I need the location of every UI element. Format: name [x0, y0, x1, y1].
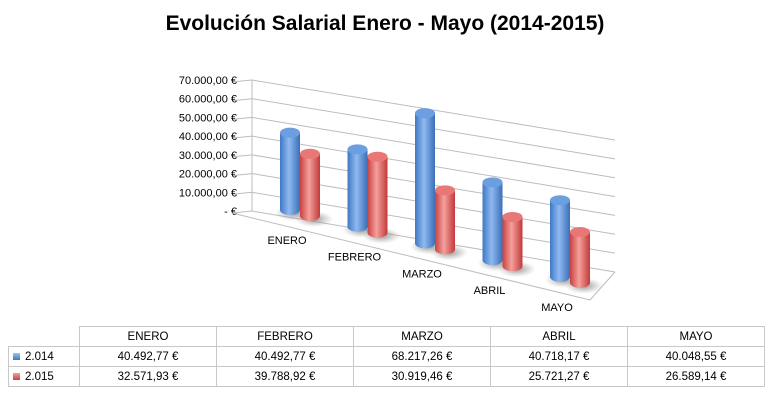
data-table: ENERO FEBRERO MARZO ABRIL MAYO 2.014 40.…	[8, 326, 765, 387]
bar-2.015-mayo	[570, 232, 590, 288]
bar-top-2.015-marzo	[435, 185, 455, 196]
table-cell: 26.589,14 €	[627, 366, 765, 387]
bar-top-2.014-marzo	[415, 108, 435, 119]
bar-2.015-marzo	[435, 190, 455, 255]
chart-plot: - € 10.000,00 € 20.000,00 € 30.000,00 € 40.0…	[179, 75, 616, 314]
legend-label: 2.014	[25, 350, 54, 363]
side-wall-gridline	[231, 210, 253, 214]
side-wall-gridline	[231, 135, 253, 139]
table-cell: 40.492,77 €	[79, 346, 217, 367]
y-tick-label: 50.000,00 €	[179, 112, 237, 124]
bar-2.015-febrero	[367, 156, 388, 238]
side-wall-gridline	[231, 116, 253, 120]
bar-top-2.014-abril	[482, 177, 503, 188]
side-wall-gridline	[231, 79, 253, 83]
table-corner	[8, 326, 80, 347]
table-cell: 30.919,46 €	[353, 366, 491, 387]
y-tick-label: 40.000,00 €	[179, 131, 237, 143]
x-tick-label: MAYO	[541, 302, 573, 314]
x-tick-label: FEBRERO	[328, 252, 382, 264]
table-header: MARZO	[353, 326, 491, 347]
x-tick-label: MARZO	[402, 268, 442, 280]
bar-2.014-enero	[280, 132, 300, 215]
side-wall-gridline	[231, 191, 253, 195]
legend-swatch-icon	[13, 372, 20, 380]
x-tick-label: ENERO	[267, 235, 307, 247]
x-tick-label: ABRIL	[474, 285, 506, 297]
table-cell: 40.492,77 €	[216, 346, 354, 367]
table-header: ENERO	[79, 326, 217, 347]
side-wall-gridline	[231, 173, 253, 177]
legend-label: 2.015	[25, 370, 54, 383]
table-cell: 25.721,27 €	[490, 366, 628, 387]
y-tick-label: 20.000,00 €	[179, 169, 237, 181]
bar-2.014-mayo	[550, 200, 570, 282]
table-cell: 40.048,55 €	[627, 346, 765, 367]
bar-2.014-febrero	[347, 149, 368, 232]
y-tick-label: 70.000,00 €	[179, 75, 237, 87]
bar-2.014-abril	[482, 182, 503, 266]
bar-top-2.014-febrero	[347, 144, 368, 155]
side-wall-gridline	[231, 154, 253, 158]
bar-top-2.015-abril	[502, 211, 523, 222]
table-cell: 32.571,93 €	[79, 366, 217, 387]
floor-front-edge	[231, 212, 591, 301]
y-tick-label: 30.000,00 €	[179, 150, 237, 162]
chart-title: Evolución Salarial Enero - Mayo (2014-20…	[165, 12, 605, 35]
y-tick-label: - €	[224, 206, 237, 218]
bar-top-2.014-enero	[280, 127, 300, 138]
bar-top-2.015-febrero	[367, 151, 388, 162]
table-cell: 39.788,92 €	[216, 366, 354, 387]
table-header: ABRIL	[490, 326, 628, 347]
table-row: 2.015 32.571,93 € 39.788,92 € 30.919,46 …	[8, 366, 765, 387]
bar-top-2.015-enero	[300, 148, 320, 159]
table-cell: 68.217,26 €	[353, 346, 491, 367]
bar-top-2.014-mayo	[550, 195, 570, 206]
legend-entry-2014: 2.014	[8, 346, 80, 367]
bar-2.015-enero	[300, 153, 320, 221]
legend-swatch-icon	[13, 352, 20, 360]
gridline	[251, 79, 616, 141]
y-tick-label: 60.000,00 €	[179, 94, 237, 106]
bar-2.014-marzo	[415, 113, 435, 249]
side-wall-gridline	[231, 98, 253, 102]
table-header: FEBRERO	[216, 326, 354, 347]
bar-2.015-abril	[502, 216, 523, 272]
table-row: 2.014 40.492,77 € 40.492,77 € 68.217,26 …	[8, 346, 765, 367]
table-header: MAYO	[627, 326, 765, 347]
bar-top-2.015-mayo	[570, 227, 590, 238]
legend-entry-2015: 2.015	[8, 366, 80, 387]
table-cell: 40.718,17 €	[490, 346, 628, 367]
y-tick-label: 10.000,00 €	[179, 187, 237, 199]
